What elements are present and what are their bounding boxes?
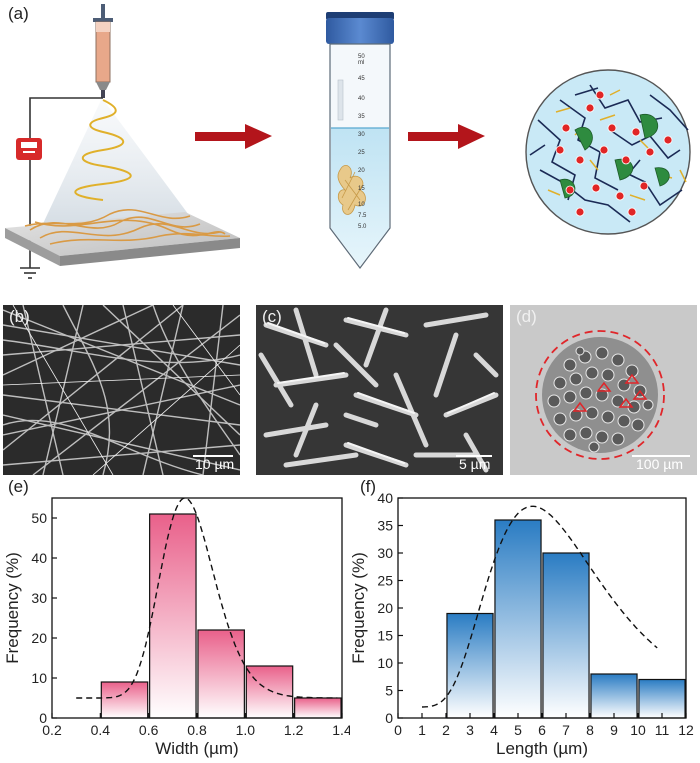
x-tick-label: 11 (655, 722, 670, 738)
sem-image-b: (b) 10 µm (3, 305, 240, 475)
y-tick-label: 10 (31, 670, 47, 686)
tube-mark: 5.0 (358, 224, 367, 230)
tube-mark: 20 (358, 168, 365, 174)
syringe-icon (93, 4, 113, 98)
panel-label-e: (e) (8, 477, 29, 496)
x-tick-label: 12 (678, 722, 694, 738)
histogram-bar (638, 678, 686, 719)
histogram-bar (494, 519, 542, 719)
x-tick-label: 0 (394, 722, 402, 738)
tube-mark: 30 (358, 132, 365, 138)
panel-label-d: (d) (516, 307, 537, 326)
histogram-bar (245, 665, 294, 719)
tube-mark: 35 (358, 114, 365, 120)
panel-label-a: (a) (8, 4, 29, 23)
plot-frame (51, 497, 343, 719)
scale-label-c: 5 µm (459, 456, 491, 472)
x-tick-label: 8 (586, 722, 594, 738)
sem-short-fibers (258, 307, 499, 473)
sem-image-c: (c) 5 µm (256, 305, 503, 475)
scale-bar-c (456, 455, 492, 457)
centrifuge-tube-icon (326, 12, 394, 269)
x-axis-label: Width (µm) (155, 739, 238, 758)
y-tick-label: 40 (377, 490, 393, 506)
x-tick-label: 7 (562, 722, 570, 738)
panel-label-f: (f) (360, 477, 377, 496)
scale-label-d: 100 µm (636, 456, 683, 472)
y-tick-label: 25 (377, 573, 393, 589)
sem-nanofibers (3, 305, 240, 475)
histogram-bar (149, 513, 197, 719)
scale-bar-d (632, 455, 690, 457)
y-tick-label: 30 (377, 545, 393, 561)
y-tick-label: 50 (31, 510, 47, 526)
histogram-bar (542, 552, 590, 719)
panel-label-c: (c) (262, 307, 282, 326)
x-tick-label: 1.0 (236, 722, 256, 738)
spray-cone (40, 98, 200, 230)
y-tick-label: 40 (31, 550, 47, 566)
power-supply-icon (16, 138, 42, 160)
x-tick-label: 2 (442, 722, 450, 738)
x-tick-label: 0.4 (91, 722, 111, 738)
panel-label-b: (b) (9, 307, 30, 326)
x-tick-label: 4 (490, 722, 498, 738)
histogram-bar (197, 629, 245, 719)
tube-mark: 7.5 (358, 213, 367, 219)
tube-graduation: 50 ml 45 40 35 30 25 20 15 10 7.5 5.0 (358, 54, 367, 230)
x-tick-label: 1.2 (284, 722, 304, 738)
x-axis-label: Length (µm) (496, 739, 588, 758)
schematic-figure: 50 ml 45 40 35 30 25 20 15 10 7.5 5.0 (5, 4, 691, 279)
x-tick-label: 0.6 (139, 722, 159, 738)
y-tick-label: 0 (385, 710, 393, 726)
x-tick-label: 9 (610, 722, 618, 738)
x-tick-label: 3 (466, 722, 474, 738)
composite-network-icon (525, 69, 691, 235)
tube-mark: 15 (358, 186, 365, 192)
fit-curve (421, 505, 658, 708)
histogram-bar (590, 673, 638, 719)
x-tick-label: 1.4 (332, 722, 350, 738)
tube-mark: 25 (358, 150, 365, 156)
tube-mark: 50 (358, 54, 365, 60)
x-tick-label: 0.2 (42, 722, 62, 738)
x-tick-label: 10 (630, 722, 646, 738)
histogram-bar (294, 697, 342, 719)
x-tick-label: 0.8 (187, 722, 207, 738)
tube-mark: ml (358, 60, 364, 66)
y-tick-label: 5 (385, 683, 393, 699)
histogram-bar (100, 681, 149, 719)
histogram-bar (446, 612, 494, 719)
collector-plate (5, 208, 240, 266)
y-tick-label: 30 (31, 590, 47, 606)
y-tick-label: 0 (39, 710, 47, 726)
y-tick-label: 20 (31, 630, 47, 646)
y-tick-label: 35 (377, 518, 393, 534)
process-arrow-2 (408, 124, 485, 149)
process-arrow-1 (195, 124, 272, 149)
ground-icon (20, 267, 40, 279)
histogram-width: 0.2 0.4 0.6 0.8 1.0 1.2 1.4 0 10 20 30 40 50 Width (µ… (3, 497, 350, 758)
fit-curve (76, 497, 338, 699)
x-tick-label: 1 (418, 722, 426, 738)
fiber-helix (74, 99, 132, 201)
y-tick-label: 15 (377, 628, 393, 644)
tube-mark: 45 (358, 76, 365, 82)
x-tick-label: 6 (538, 722, 546, 738)
microsphere-image (535, 330, 665, 460)
scale-label-b: 10 µm (195, 456, 235, 472)
y-axis-label: Frequency (%) (3, 552, 22, 663)
x-tick-label: 5 (514, 722, 522, 738)
y-axis-label: Frequency (%) (350, 552, 368, 663)
microscopy-image-d: (d) 100 µm (510, 305, 697, 475)
tube-mark: 40 (358, 96, 365, 102)
y-tick-label: 20 (377, 600, 393, 616)
scale-bar-b (193, 455, 233, 457)
y-tick-label: 10 (377, 655, 393, 671)
tube-mark: 10 (358, 202, 365, 208)
